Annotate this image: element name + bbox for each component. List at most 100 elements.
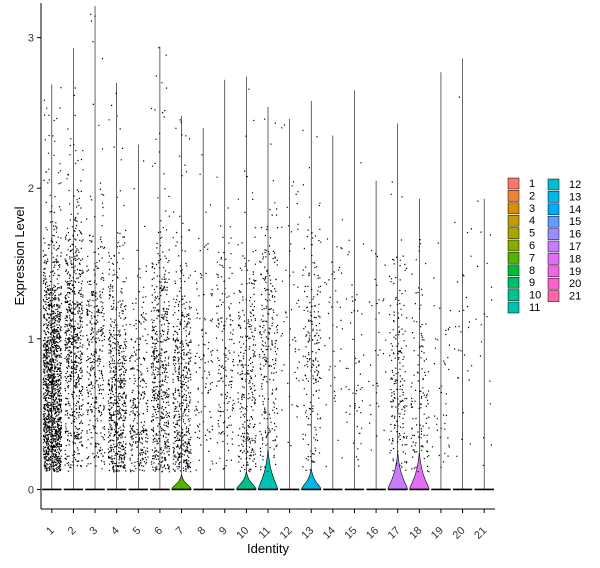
legend-item-13: 13 (547, 191, 581, 203)
legend-label-1: 1 (529, 178, 535, 190)
points-9 (215, 176, 235, 470)
x-tick-label: 12 (278, 525, 295, 542)
violin-group-16 (366, 180, 386, 491)
legend-key-8 (507, 264, 520, 277)
points-15 (345, 162, 365, 467)
legend-label-7: 7 (529, 252, 535, 264)
legend-item-20: 20 (547, 277, 581, 290)
legend-key-13 (547, 191, 560, 203)
points-14 (324, 219, 343, 468)
violin-group-4 (106, 82, 127, 491)
legend-label-9: 9 (529, 277, 535, 289)
legend-item-5: 5 (507, 227, 535, 240)
violin-group-21 (474, 198, 494, 491)
legend-item-17: 17 (547, 240, 581, 253)
points-20 (454, 96, 473, 457)
violin-group-20 (452, 58, 473, 491)
y-tick-label: 1 (28, 334, 34, 346)
legend-label-5: 5 (529, 228, 535, 240)
violin-group-14 (323, 135, 343, 491)
violin-group-19 (431, 72, 451, 491)
x-tick-label: 8 (195, 525, 208, 538)
legend-label-16: 16 (569, 229, 581, 241)
legend-key-16 (547, 228, 560, 240)
points-5 (129, 160, 149, 473)
violins-group (42, 6, 494, 491)
y-tick-label: 2 (28, 183, 34, 195)
violin-group-10 (236, 76, 257, 491)
x-tick-label: 21 (472, 525, 489, 542)
violin-group-1 (42, 84, 62, 491)
x-axis: 1 2 3 4 5 6 7 8 9 10 11 12 13 14 15 16 17 18 19 20 21 (41, 508, 495, 542)
y-tick-group: 0 1 2 3 (28, 33, 41, 496)
legend-item-12: 12 (547, 178, 581, 191)
points-19 (431, 242, 451, 468)
legend-key-12 (547, 178, 560, 191)
legend-label-12: 12 (569, 179, 581, 191)
x-tick-label: 10 (234, 525, 251, 542)
legend-label-11: 11 (529, 302, 540, 314)
legend-item-11: 11 (507, 301, 540, 314)
legend-key-7 (507, 252, 520, 264)
points-10 (237, 88, 257, 473)
legend-key-10 (507, 289, 520, 301)
points-8 (194, 154, 214, 471)
legend-key-18 (547, 253, 560, 265)
legend-label-20: 20 (569, 278, 581, 290)
x-tick-label: 16 (364, 525, 381, 542)
legend-item-10: 10 (507, 289, 541, 302)
x-tick-label: 13 (299, 525, 316, 542)
violin-13 (301, 100, 322, 490)
x-tick-label: 7 (174, 525, 187, 538)
y-tick-label: 0 (28, 484, 34, 496)
violin-group-13 (301, 100, 322, 491)
points-2 (64, 87, 84, 472)
violin-group-7 (171, 115, 192, 491)
points-16 (368, 250, 387, 451)
x-tick-label: 9 (217, 525, 230, 538)
points-17 (388, 181, 408, 472)
violin-group-17 (387, 123, 408, 491)
legend-label-3: 3 (529, 203, 535, 215)
legend-item-1: 1 (507, 177, 535, 190)
violin-group-15 (344, 90, 365, 491)
violin-group-8 (193, 127, 213, 491)
legend-key-6 (507, 239, 520, 252)
x-tick-label: 6 (152, 525, 165, 538)
legend-label-4: 4 (529, 215, 535, 227)
legend-item-9: 9 (507, 276, 535, 289)
x-tick-label: 15 (342, 525, 359, 542)
x-tick-group: 1 2 3 4 5 6 7 8 9 10 11 12 13 14 15 16 17 18 19 20 21 (44, 509, 489, 542)
legend-key-4 (507, 214, 520, 227)
legend-key-1 (507, 177, 520, 190)
x-tick-label: 19 (429, 525, 446, 542)
legend-key-3 (507, 202, 520, 215)
legend-key-19 (547, 265, 560, 278)
violin-18 (409, 198, 430, 490)
legend-item-21: 21 (547, 290, 581, 303)
x-tick-label: 14 (321, 525, 338, 542)
y-axis-title: Expression Level (12, 206, 27, 305)
legend-item-14: 14 (547, 203, 581, 216)
legend-key-11 (507, 301, 520, 314)
x-tick-label: 1 (44, 525, 57, 538)
legend-label-17: 17 (569, 241, 581, 253)
points-4 (107, 92, 127, 473)
y-tick-label: 3 (28, 33, 34, 45)
x-tick-label: 17 (386, 525, 403, 542)
violin-11 (257, 106, 279, 490)
x-tick-label: 20 (451, 525, 468, 542)
legend-key-20 (547, 277, 560, 290)
legend-item-16: 16 (547, 228, 581, 241)
legend-item-8: 8 (507, 264, 535, 277)
points-13 (302, 129, 322, 471)
violin-group-3 (85, 6, 105, 491)
legend-key-5 (507, 227, 520, 239)
legend-item-15: 15 (547, 215, 581, 228)
violin-group-11 (257, 106, 279, 491)
legend-label-10: 10 (529, 290, 541, 302)
violin-17 (387, 123, 408, 490)
points-12 (280, 124, 300, 447)
violin-group-9 (215, 79, 235, 491)
